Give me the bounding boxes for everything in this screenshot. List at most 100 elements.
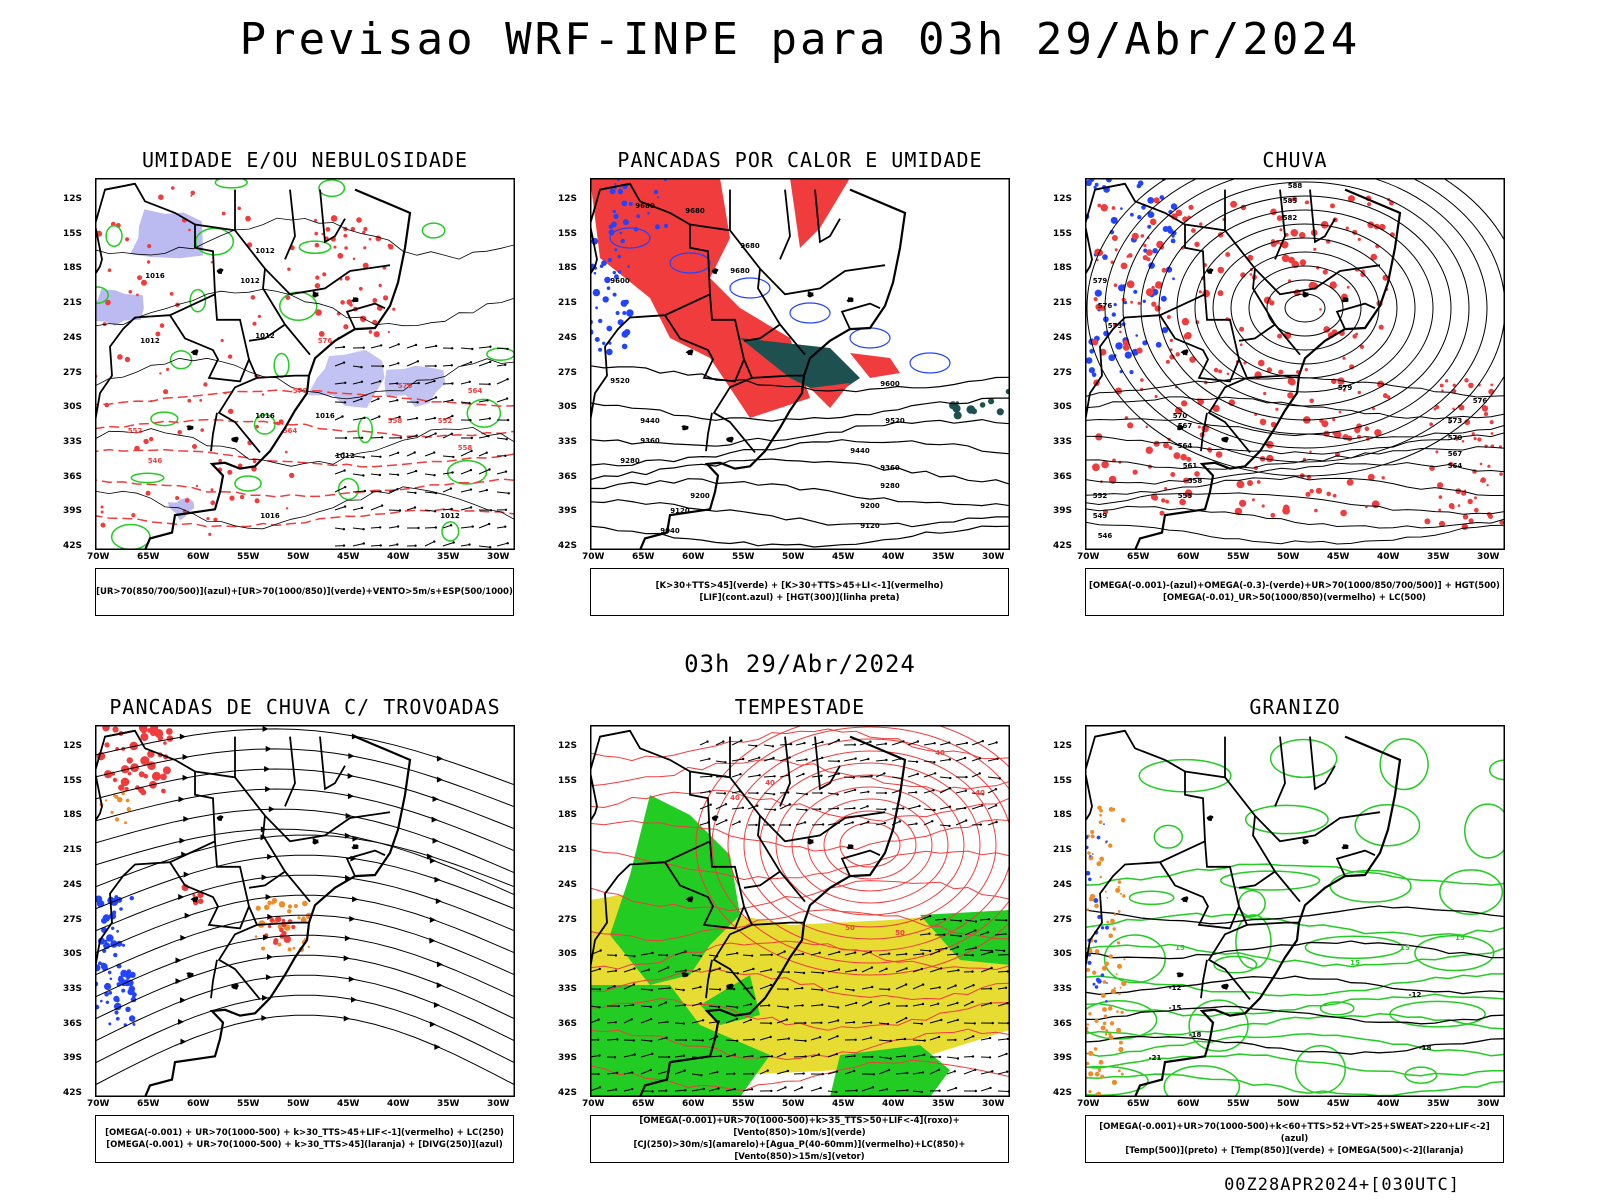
wind-vector-head	[884, 808, 887, 811]
field-cell	[333, 245, 337, 249]
wind-vector-head	[948, 824, 951, 828]
wind-vector	[964, 947, 977, 951]
field-cell	[330, 215, 338, 222]
wind-vector-head	[887, 1068, 891, 1072]
wind-vector-head	[413, 451, 416, 454]
wind-vector	[979, 931, 989, 936]
field-cell	[166, 735, 174, 742]
latitude-label: 39S	[558, 506, 578, 517]
field-cell	[1155, 341, 1162, 348]
wind-vector-head	[821, 756, 824, 759]
wind-vector-head	[649, 1005, 653, 1008]
longitude-label: 70W	[582, 552, 605, 562]
wind-vector	[691, 1002, 701, 1007]
wind-vector-head	[506, 542, 509, 545]
wind-vector-head	[855, 1089, 858, 1092]
wind-vector	[971, 772, 981, 778]
contour-label: 1016	[315, 412, 335, 420]
wind-vector	[657, 1021, 668, 1024]
streamline	[95, 834, 515, 888]
wind-vector	[827, 969, 840, 973]
field-cell	[137, 275, 143, 281]
wind-vector-head	[995, 820, 998, 824]
political-border	[95, 729, 136, 822]
wind-vector	[875, 759, 887, 762]
field-cell	[609, 188, 616, 195]
contour-line	[1085, 1032, 1505, 1057]
wind-vector	[861, 967, 873, 973]
flow-arrow	[347, 793, 354, 800]
wind-vector-head	[852, 1021, 856, 1024]
wind-vector	[980, 1002, 991, 1007]
lake	[1221, 436, 1229, 443]
wind-vector-head	[701, 1019, 705, 1022]
wind-vector-head	[1006, 1037, 1010, 1041]
wind-vector	[776, 1053, 786, 1058]
wind-vector-head	[450, 432, 453, 435]
latitude-label: 21S	[1053, 298, 1073, 309]
field-cell	[138, 771, 145, 778]
temp850-contour	[1269, 738, 1338, 779]
temp850-contour	[1213, 955, 1258, 974]
wind-vector-head	[597, 1018, 600, 1021]
temp850-contour	[1103, 934, 1166, 984]
field-cell	[1089, 348, 1095, 354]
wind-vector-head	[702, 1087, 705, 1091]
political-border	[1274, 736, 1286, 807]
field-cell	[1171, 234, 1175, 238]
field-cell	[343, 233, 348, 238]
flow-arrow	[347, 772, 354, 779]
wind-vector-head	[416, 401, 419, 404]
wind-vector	[763, 792, 775, 795]
wind-vector	[478, 489, 487, 493]
wind-vector-head	[974, 920, 978, 923]
temp850-contour	[1085, 1000, 1158, 1040]
wind-vector-head	[665, 1036, 668, 1039]
wind-vector-head	[434, 344, 438, 348]
wind-vector-head	[821, 1003, 824, 1006]
wind-vector-head	[905, 952, 908, 956]
pressure-contour	[695, 725, 1010, 976]
wind-vector	[352, 455, 364, 458]
field-cell	[1103, 823, 1105, 825]
field-cell	[1091, 372, 1097, 377]
field-cell	[1102, 254, 1108, 260]
field-cell	[177, 430, 182, 435]
wind-vector	[987, 758, 998, 762]
wind-vector	[406, 382, 419, 385]
political-border	[1309, 736, 1336, 791]
field-cell	[1474, 496, 1477, 500]
field-cell	[614, 274, 619, 280]
wind-vector-head	[756, 791, 759, 795]
wind-vector-head	[363, 416, 366, 420]
field-cell	[1332, 493, 1337, 498]
field-cell	[362, 262, 369, 269]
wind-vector-head	[921, 952, 925, 955]
contour-label: -21	[1149, 1054, 1162, 1062]
field-cell	[113, 1002, 122, 1011]
wind-vector-head	[921, 983, 925, 986]
longitude-label: 35W	[1427, 552, 1450, 562]
coastline	[95, 735, 412, 1097]
wind-vector-head	[647, 968, 651, 971]
wind-vector-head	[853, 807, 856, 810]
field-cell	[988, 398, 995, 405]
wind-vector-head	[836, 793, 839, 796]
contour-label: 570	[293, 387, 308, 395]
field-cell	[1147, 224, 1152, 229]
field-cell	[1181, 400, 1188, 407]
wind-vector	[776, 951, 785, 956]
field-cell	[245, 215, 251, 222]
wind-vector	[844, 1090, 857, 1092]
field-cell	[1088, 1090, 1092, 1094]
longitude-label: 40W	[1377, 1099, 1400, 1109]
wind-vector-head	[360, 366, 363, 369]
wind-vector-head	[920, 1022, 923, 1025]
political-border	[1200, 959, 1208, 999]
field-cell	[636, 214, 641, 219]
wind-vector	[699, 741, 708, 746]
wind-vector	[895, 953, 907, 956]
longitude-label: 35W	[437, 552, 460, 562]
field-cell	[105, 299, 111, 306]
field-cell	[601, 260, 607, 266]
